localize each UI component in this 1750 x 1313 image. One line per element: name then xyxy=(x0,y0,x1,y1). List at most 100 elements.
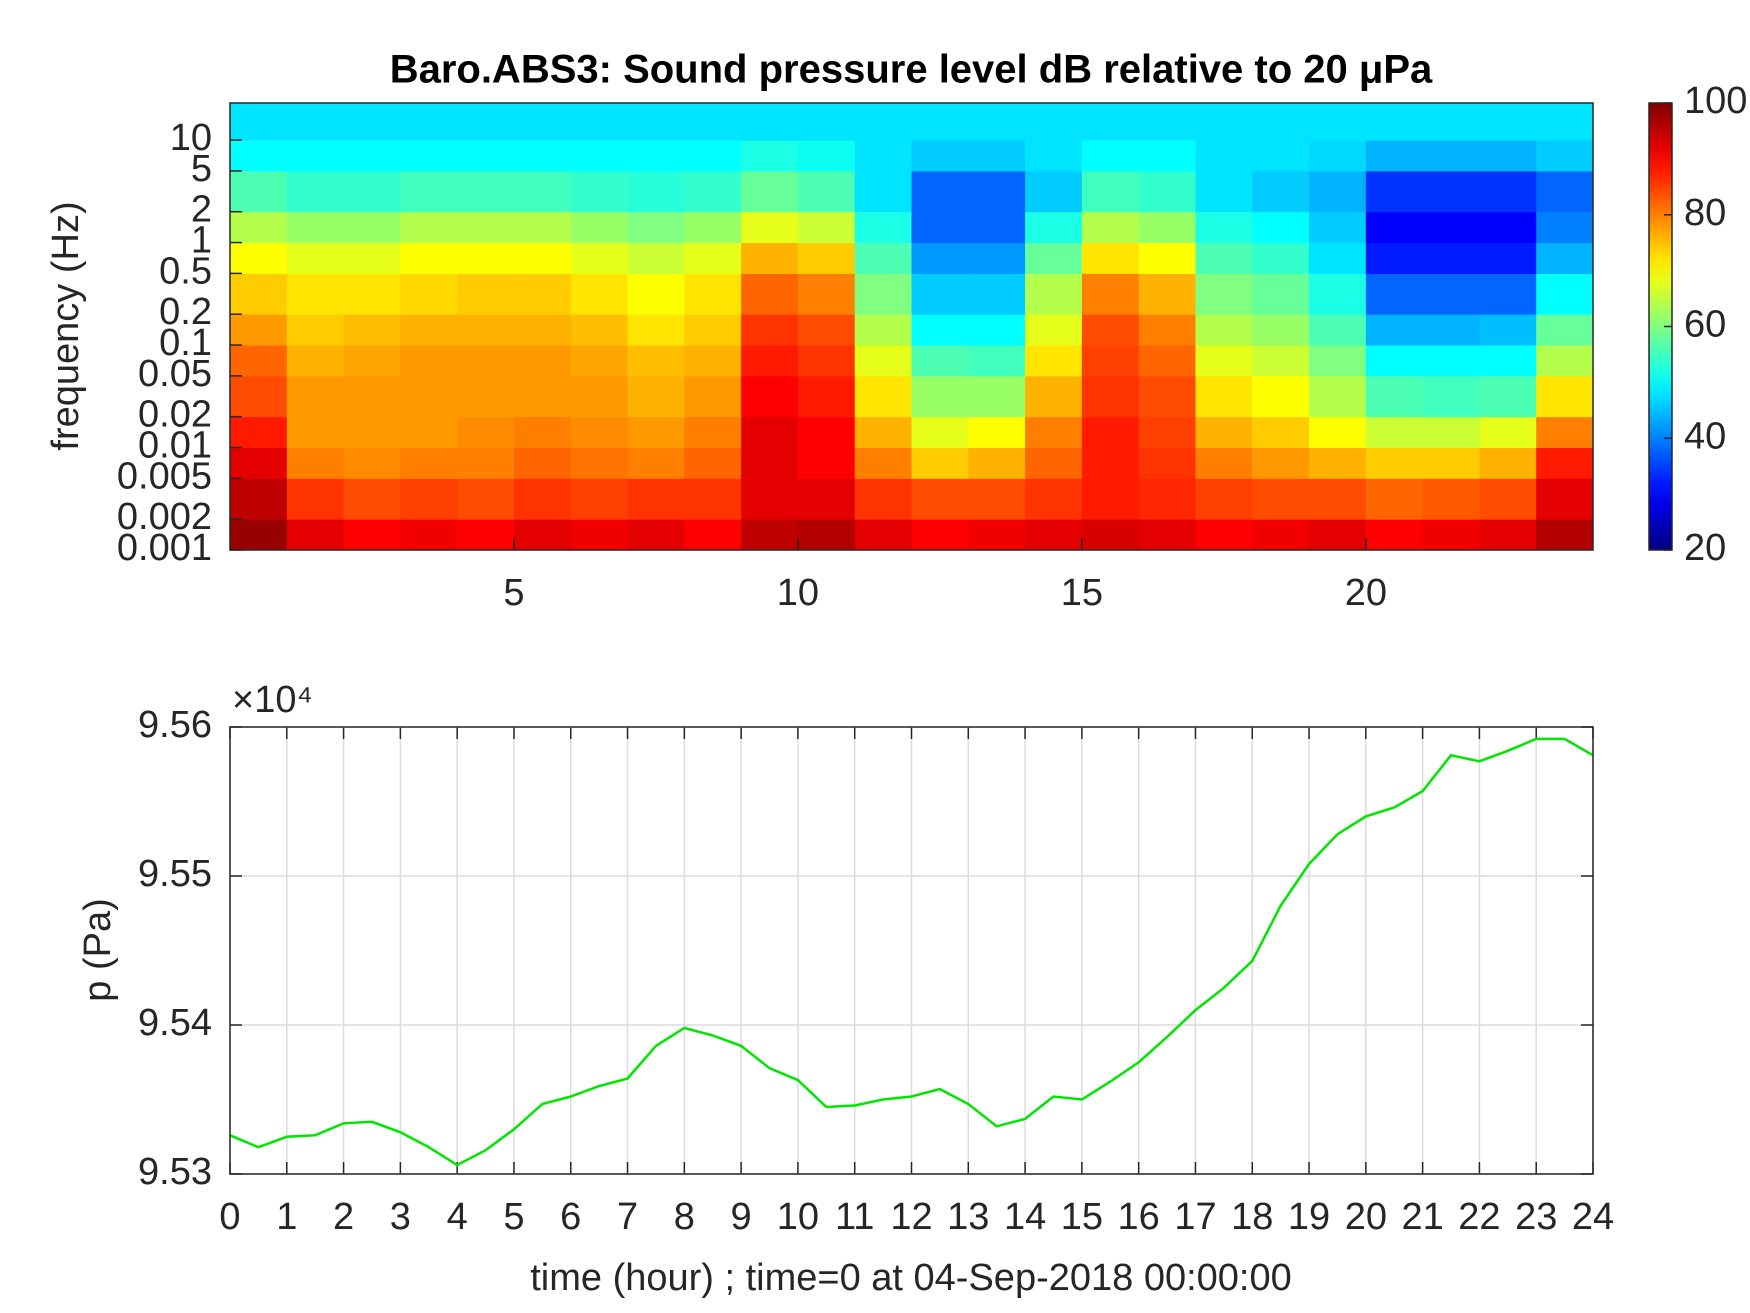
heatmap-cell xyxy=(286,273,345,315)
heatmap-cell xyxy=(911,140,969,172)
heatmap-cell xyxy=(627,447,685,479)
heatmap-cell xyxy=(513,447,572,479)
heatmap-cell xyxy=(1081,447,1140,479)
heatmap-cell xyxy=(1536,519,1594,551)
heatmap-cell xyxy=(1309,140,1367,172)
heatmap-cell xyxy=(911,345,969,377)
heatmap-cell xyxy=(968,314,1026,346)
heatmap-cell xyxy=(1422,170,1480,213)
y-axis-label: frequency (Hz) xyxy=(45,201,87,450)
heatmap-cell xyxy=(1081,242,1140,274)
heatmap-cell xyxy=(1536,103,1594,141)
heatmap-cell xyxy=(1536,478,1594,520)
heatmap-cell xyxy=(797,416,856,449)
colorbar-tick-label: 40 xyxy=(1684,415,1726,457)
heatmap-cell xyxy=(741,478,799,520)
heatmap-cell xyxy=(1081,273,1140,315)
x-axis-label: time (hour) ; time=0 at 04-Sep-2018 00:0… xyxy=(530,1257,1292,1299)
heatmap-cell xyxy=(1252,345,1310,377)
heatmap-cell xyxy=(1195,103,1253,141)
heatmap-cell xyxy=(1195,375,1253,418)
heatmap-cell xyxy=(854,103,912,141)
heatmap-cell xyxy=(513,273,572,315)
heatmap-cell xyxy=(457,345,515,377)
heatmap-cell xyxy=(854,345,912,377)
colorbar-tick-label: 100 xyxy=(1684,80,1747,122)
x-tick-label: 15 xyxy=(1061,572,1103,614)
heatmap-cell xyxy=(1309,416,1367,449)
heatmap-cell xyxy=(1422,519,1480,551)
heatmap-cell xyxy=(684,416,742,449)
x-tick-label: 13 xyxy=(947,1196,989,1238)
heatmap-cell xyxy=(797,242,856,274)
heatmap-cell xyxy=(457,140,515,172)
heatmap-cell xyxy=(627,314,685,346)
x-tick-label: 21 xyxy=(1401,1196,1443,1238)
heatmap-cell xyxy=(1365,211,1424,244)
heatmap-cell xyxy=(1365,519,1424,551)
heatmap-cell xyxy=(230,314,288,346)
heatmap-cell xyxy=(286,375,345,418)
heatmap-cell xyxy=(1081,375,1140,418)
heatmap-cell xyxy=(400,519,458,551)
y-tick-label: 0.002 xyxy=(117,496,212,538)
heatmap-cell xyxy=(230,140,288,172)
heatmap-cell xyxy=(1025,314,1083,346)
heatmap-cell xyxy=(513,519,572,551)
heatmap-cell xyxy=(286,478,345,520)
heatmap-cell xyxy=(627,416,685,449)
heatmap-cell xyxy=(1081,345,1140,377)
heatmap-cell xyxy=(1422,314,1480,346)
heatmap-cell xyxy=(1309,211,1367,244)
heatmap-cell xyxy=(1309,273,1367,315)
heatmap-cell xyxy=(854,478,912,520)
x-tick-label: 20 xyxy=(1345,572,1387,614)
heatmap-cell xyxy=(1252,478,1310,520)
colorbar-tick-label: 60 xyxy=(1684,304,1726,346)
heatmap-cell xyxy=(741,211,799,244)
heatmap-cell xyxy=(1536,345,1594,377)
heatmap-cell xyxy=(343,103,401,141)
heatmap-cell xyxy=(1479,211,1537,244)
heatmap-cell xyxy=(343,211,401,244)
heatmap-cell xyxy=(1536,273,1594,315)
heatmap-cell xyxy=(400,211,458,244)
x-tick-label: 10 xyxy=(777,1196,819,1238)
y-tick-label: 0.01 xyxy=(138,425,212,467)
heatmap-cell xyxy=(1025,416,1083,449)
heatmap-cell xyxy=(1536,314,1594,346)
heatmap-cell xyxy=(684,242,742,274)
heatmap-cell xyxy=(1025,273,1083,315)
heatmap-cell xyxy=(684,375,742,418)
heatmap-cell xyxy=(286,416,345,449)
heatmap-cell xyxy=(570,447,629,479)
heatmap-cell xyxy=(968,478,1026,520)
heatmap-cell xyxy=(1252,242,1310,274)
heatmap-cell xyxy=(854,314,912,346)
heatmap-cell xyxy=(400,314,458,346)
heatmap-cell xyxy=(854,447,912,479)
heatmap-cell xyxy=(457,519,515,551)
heatmap-cell xyxy=(968,140,1026,172)
heatmap-cell xyxy=(854,416,912,449)
heatmap-cell xyxy=(457,375,515,418)
heatmap-cell xyxy=(797,314,856,346)
heatmap-cell xyxy=(1138,170,1196,213)
heatmap-cell xyxy=(570,140,629,172)
heatmap-cell xyxy=(1536,211,1594,244)
heatmap-cell xyxy=(968,519,1026,551)
heatmap-cell xyxy=(230,103,288,141)
y-tick-label: 0.1 xyxy=(159,322,212,364)
heatmap-cell xyxy=(230,375,288,418)
heatmap-cell xyxy=(1138,273,1196,315)
heatmap-cell xyxy=(797,140,856,172)
heatmap-cell xyxy=(968,273,1026,315)
heatmap-cell xyxy=(1025,345,1083,377)
data-line xyxy=(229,737,1594,1167)
heatmap-cell xyxy=(741,375,799,418)
heatmap-cell xyxy=(684,519,742,551)
y-axis-label: p (Pa) xyxy=(77,898,119,1001)
heatmap-cell xyxy=(1138,211,1196,244)
heatmap-cell xyxy=(286,170,345,213)
heatmap-cell xyxy=(1025,170,1083,213)
